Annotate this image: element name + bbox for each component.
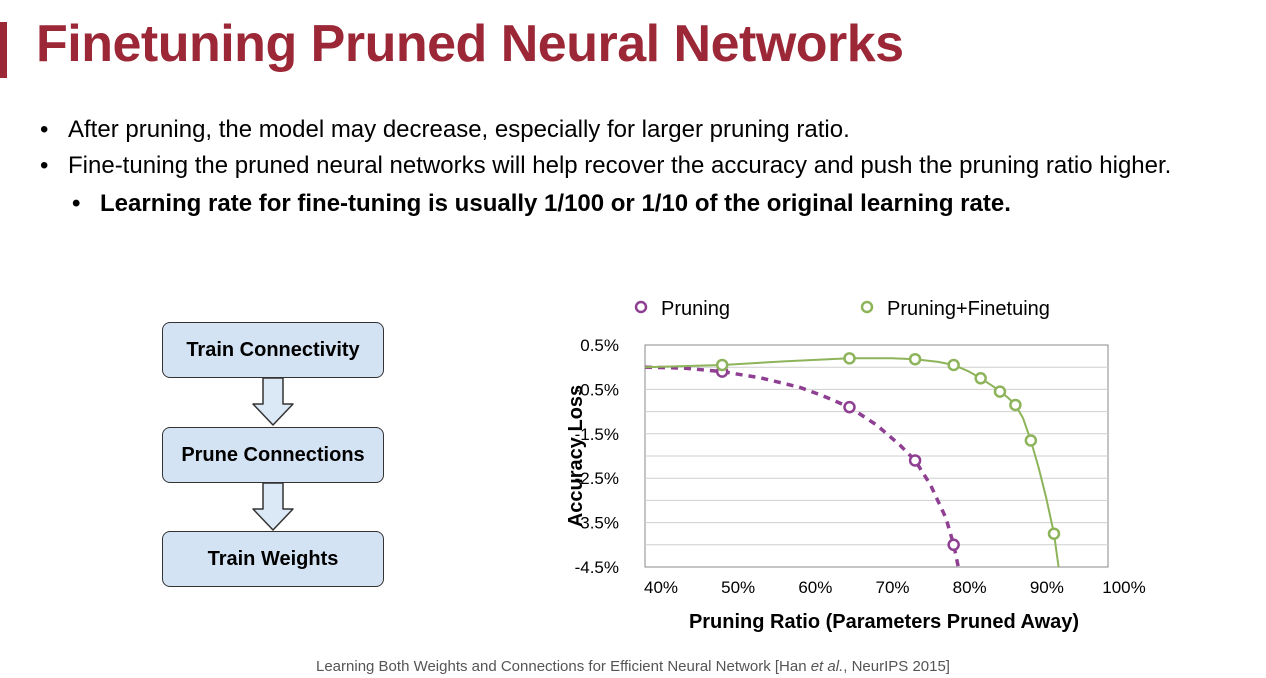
x-tick-label: 40% [644,578,678,597]
citation-text-end: , NeurIPS 2015] [843,658,950,675]
data-point-pruning-finetuing [947,358,960,372]
y-tick-label: -4.5% [575,558,619,577]
x-tick-labels: 40% 50% 60% 70% 80% 90% 100% [644,578,1146,597]
chart-legend: Pruning Pruning+Finetuing [634,298,1050,320]
bullet-marker: • [40,116,49,143]
bullet-item: • After pruning, the model may decrease,… [40,114,1240,146]
sub-bullet-text: Learning rate for fine-tuning is usually… [100,190,1011,217]
flow-arrow-down-icon [252,377,294,426]
flow-step-label: Train Weights [207,547,339,570]
flow-step-prune-connections: Prune Connections [162,427,384,483]
x-axis-label: Pruning Ratio (Parameters Pruned Away) [689,611,1079,633]
data-point-pruning [947,538,960,552]
sub-bullet-item: • Learning rate for fine-tuning is usual… [72,188,1240,220]
x-tick-label: 70% [875,578,909,597]
data-point-pruning [843,400,856,414]
legend-marker-pruning [634,300,648,314]
legend-label-pruning: Pruning [661,298,730,320]
flow-step-label: Prune Connections [181,443,365,466]
y-tick-label: -1.5% [575,425,619,444]
series-line-pruning-finetuing [645,357,1060,567]
data-point-pruning-finetuing [1047,527,1061,540]
flow-step-train-connectivity: Train Connectivity [162,322,384,378]
data-point-pruning-finetuing [1024,434,1038,447]
series-points [715,352,1061,552]
data-point-pruning-finetuing [974,372,987,385]
data-point-pruning-finetuing [715,358,729,372]
data-point-pruning [908,454,922,467]
legend-label-pruning-finetuning: Pruning+Finetuing [887,298,1050,320]
y-axis-label: Accuracy Loss [565,385,587,527]
x-tick-label: 90% [1030,578,1064,597]
series-line-pruning [645,365,961,567]
citation-italic: et al. [810,658,844,675]
bullet-list: • After pruning, the model may decrease,… [40,114,1240,224]
data-point-pruning-finetuing [843,352,856,365]
y-tick-label: 0.5% [580,336,619,355]
bullet-marker: • [40,152,49,179]
legend-marker-pruning-finetuning [860,300,874,314]
citation-text: Learning Both Weights and Connections fo… [316,658,811,675]
flow-step-label: Train Connectivity [186,338,360,361]
flow-step-train-weights: Train Weights [162,531,384,587]
bullet-item: • Fine-tuning the pruned neural networks… [40,150,1240,182]
bullet-text: After pruning, the model may decrease, e… [68,116,850,143]
x-tick-label: 80% [953,578,987,597]
citation: Learning Both Weights and Connections fo… [0,658,1266,675]
y-tick-labels: 0.5% -0.5% -1.5% -2.5% -3.5% -4.5% [575,336,619,577]
y-tick-label: -0.5% [575,380,619,399]
x-tick-label: 50% [721,578,755,597]
bullet-marker: • [72,190,81,217]
y-tick-label: -3.5% [575,514,619,533]
slide-title: Finetuning Pruned Neural Networks [36,15,904,73]
data-point-pruning-finetuing [908,352,922,366]
x-tick-label: 100% [1102,578,1145,597]
x-tick-label: 60% [798,578,832,597]
grid-lines [645,366,1108,546]
title-accent-bar [0,22,7,78]
data-point-pruning-finetuing [993,385,1007,398]
y-tick-label: -2.5% [575,469,619,488]
series-lines [645,357,1060,567]
flow-arrow-down-icon [252,482,294,531]
bullet-text: Fine-tuning the pruned neural networks w… [68,152,1172,179]
data-point-pruning-finetuing [1009,398,1022,412]
